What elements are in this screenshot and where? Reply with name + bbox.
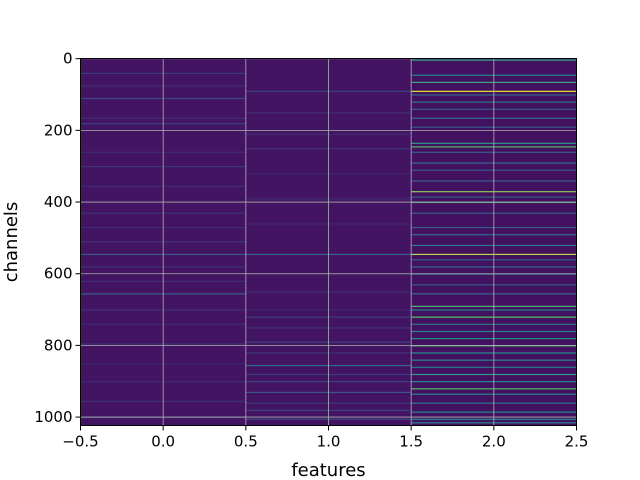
x-tick-label: 0.5	[234, 433, 258, 451]
y-tick-label: 0	[63, 50, 73, 68]
x-axis: −0.5 0.0 0.5 1.0 1.5 2.0 2.5	[62, 425, 589, 451]
y-axis: 0 200 400 600 800 1000	[34, 50, 81, 426]
y-tick-label: 1000	[34, 408, 72, 426]
y-tick-label: 200	[44, 121, 73, 139]
x-tick-label: 2.5	[565, 433, 589, 451]
x-tick-label: 1.5	[399, 433, 423, 451]
y-tick-label: 800	[44, 336, 73, 354]
x-tick-label: 1.0	[317, 433, 341, 451]
x-tick-label: 0.0	[151, 433, 175, 451]
y-tick-label: 400	[44, 193, 73, 211]
x-tick-label: 2.0	[482, 433, 506, 451]
x-axis-label: features	[291, 460, 365, 480]
y-tick-label: 600	[44, 265, 73, 283]
y-axis-label: channels	[1, 202, 22, 283]
x-tick-label: −0.5	[62, 433, 98, 451]
